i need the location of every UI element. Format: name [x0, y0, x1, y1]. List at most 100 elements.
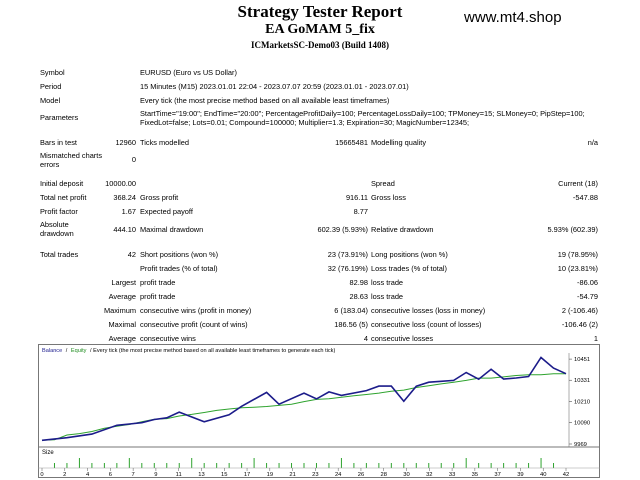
x-tick-label: 40: [540, 472, 546, 478]
avg-loss-label: loss trade: [371, 292, 404, 301]
spread-value: Current (18): [558, 179, 598, 188]
largest-label: Largest: [111, 278, 136, 287]
absdd-label: Absolute drawdown: [40, 220, 74, 238]
ticks-value: 15665481: [335, 138, 368, 147]
legend-equity: Equity: [71, 348, 87, 354]
ltrades-label: Loss trades (% of total): [371, 264, 447, 273]
report-title: Strategy Tester Report: [237, 2, 403, 21]
payoff-label: Expected payoff: [140, 207, 193, 216]
x-tick-label: 32: [426, 472, 432, 478]
grossprofit-value: 916.11: [345, 193, 368, 202]
y-tick-label: 10090: [574, 421, 590, 427]
ptrades-value: 32 (76.19%): [327, 264, 368, 273]
bars-value: 12960: [115, 138, 136, 147]
x-tick-label: 4: [86, 472, 90, 478]
model-label: Model: [40, 96, 61, 105]
x-tick-label: 19: [267, 472, 273, 478]
ticks-label: Ticks modelled: [140, 138, 190, 147]
acl-label: consecutive losses: [371, 334, 434, 343]
watermark-text: www.mt4.shop: [464, 9, 562, 26]
period-value: 15 Minutes (M15) 2023.01.01 22:04 - 2023…: [140, 82, 409, 91]
deposit-value: 10000.00: [105, 179, 136, 188]
netprofit-label: Total net profit: [40, 193, 87, 202]
grossloss-value: -547.88: [572, 193, 598, 202]
legend-text: Balance / Equity / Every tick (the most …: [42, 348, 335, 354]
cw-value: 6 (183.04): [334, 306, 368, 315]
quality-label: Modelling quality: [371, 138, 427, 147]
reldd-label: Relative drawdown: [371, 225, 434, 234]
x-tick-label: 30: [403, 472, 409, 478]
largest-loss-value: -86.06: [577, 278, 598, 287]
mismatched-value: 0: [131, 155, 136, 164]
cp-label: consecutive profit (count of wins): [140, 320, 248, 329]
legend-balance: Balance: [42, 348, 62, 354]
y-tick-label: 10451: [574, 357, 590, 363]
reldd-value: 5.93% (602.39): [547, 225, 598, 234]
x-tick-label: 6: [109, 472, 112, 478]
x-tick-label: 9: [154, 472, 157, 478]
model-value: Every tick (the most precise method base…: [140, 96, 390, 105]
period-label: Period: [40, 82, 62, 91]
ptrades-label: Profit trades (% of total): [140, 264, 218, 273]
avg-profit-value: 28.63: [349, 292, 369, 301]
deposit-label: Initial deposit: [40, 179, 84, 188]
cw-label: consecutive wins (profit in money): [140, 306, 252, 315]
params-value: StartTime="19:00"; EndTime="20:00"; Perc…: [140, 109, 585, 127]
pf-value: 1.67: [121, 207, 136, 216]
maxdd-value: 602.39 (5.93%): [317, 225, 368, 234]
equity-series-line: [41, 356, 567, 442]
params-label: Parameters: [40, 113, 79, 122]
trades-label: Total trades: [40, 250, 79, 259]
y-tick-label: 10331: [574, 378, 590, 384]
grossprofit-label: Gross profit: [140, 193, 179, 202]
mismatched-label: Mismatched charts errors: [40, 151, 103, 169]
size-label: Size: [42, 450, 54, 456]
ltrades-value: 10 (23.81%): [557, 264, 598, 273]
acw-value: 4: [363, 334, 368, 343]
cp-value: 186.56 (5): [334, 320, 368, 329]
x-tick-label: 33: [449, 472, 455, 478]
maximal-label: Maximal: [108, 320, 136, 329]
x-tick-label: 15: [221, 472, 227, 478]
ea-name: EA GoMAM 5_fix: [265, 22, 375, 37]
legend-separator: /: [66, 348, 68, 354]
long-value: 19 (78.95%): [557, 250, 598, 259]
x-tick-label: 24: [335, 472, 342, 478]
x-tick-label: 23: [312, 472, 318, 478]
x-tick-label: 35: [472, 472, 478, 478]
symbol-label: Symbol: [40, 68, 65, 77]
pf-label: Profit factor: [40, 207, 78, 216]
x-tick-label: 39: [517, 472, 523, 478]
x-tick-label: 21: [289, 472, 295, 478]
cl-label: consecutive losses (loss in money): [371, 306, 486, 315]
acw-label: consecutive wins: [140, 334, 196, 343]
x-tick-label: 42: [563, 472, 569, 478]
x-tick-label: 7: [132, 472, 135, 478]
chart-frame: [38, 344, 600, 478]
x-tick-label: 13: [198, 472, 204, 478]
clc-label: consecutive loss (count of losses): [371, 320, 482, 329]
avg-loss-value: -54.79: [577, 292, 598, 301]
server-build: ICMarketsSC-Demo03 (Build 1408): [251, 40, 389, 50]
largest-profit-label: profit trade: [140, 278, 176, 287]
legend-description: / Every tick (the most precise method ba…: [90, 348, 335, 354]
grossloss-label: Gross loss: [371, 193, 406, 202]
average-label: Average: [108, 292, 136, 301]
spread-label: Spread: [371, 179, 395, 188]
maxdd-label: Maximal drawdown: [140, 225, 204, 234]
bars-label: Bars in test: [40, 138, 77, 147]
short-value: 23 (73.91%): [327, 250, 368, 259]
maximum-label: Maximum: [103, 306, 136, 315]
largest-loss-label: loss trade: [371, 278, 404, 287]
x-tick-label: 0: [40, 472, 43, 478]
long-label: Long positions (won %): [371, 250, 448, 259]
cl-value: 2 (-106.46): [561, 306, 598, 315]
x-tick-label: 37: [494, 472, 500, 478]
quality-value: n/a: [587, 138, 598, 147]
largest-profit-value: 82.98: [349, 278, 369, 287]
y-tick-label: 9969: [574, 442, 587, 448]
absdd-value: 444.10: [113, 225, 136, 234]
acl-value: 1: [593, 334, 598, 343]
x-tick-label: 11: [176, 472, 182, 478]
payoff-value: 8.77: [353, 207, 368, 216]
